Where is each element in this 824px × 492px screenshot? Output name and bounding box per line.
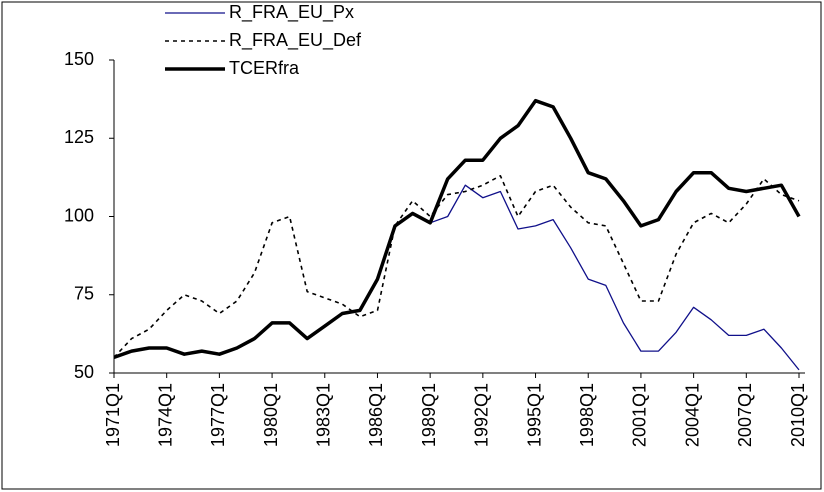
- x-tick-label: 1983Q1: [314, 383, 334, 447]
- y-tick-label: 50: [74, 362, 94, 382]
- y-tick-label: 100: [64, 205, 94, 225]
- x-tick-label: 2004Q1: [682, 383, 702, 447]
- legend-label: TCERfra: [229, 58, 300, 78]
- legend-label: R_FRA_EU_Def: [229, 30, 362, 51]
- series-line: [113, 98, 801, 360]
- x-tick-label: 1977Q1: [208, 383, 228, 447]
- x-tick-label: 1992Q1: [472, 383, 492, 447]
- x-tick-label: 1989Q1: [419, 383, 439, 447]
- series-line: [113, 175, 800, 358]
- x-tick-label: 1986Q1: [366, 383, 386, 447]
- y-tick-label: 125: [64, 127, 94, 147]
- x-tick-label: 1980Q1: [261, 383, 281, 447]
- legend-label: R_FRA_EU_Px: [229, 2, 354, 23]
- x-tick-label: 1995Q1: [524, 383, 544, 447]
- x-tick-label: 2010Q1: [788, 383, 808, 447]
- x-tick-label: 2007Q1: [735, 383, 755, 447]
- x-tick-label: 2001Q1: [630, 383, 650, 447]
- x-tick-label: 1998Q1: [577, 383, 597, 447]
- x-tick-label: 1971Q1: [103, 383, 123, 447]
- series-line: [113, 184, 800, 371]
- y-tick-label: 150: [64, 49, 94, 69]
- y-tick-label: 75: [74, 284, 94, 304]
- x-tick-label: 1974Q1: [155, 383, 175, 447]
